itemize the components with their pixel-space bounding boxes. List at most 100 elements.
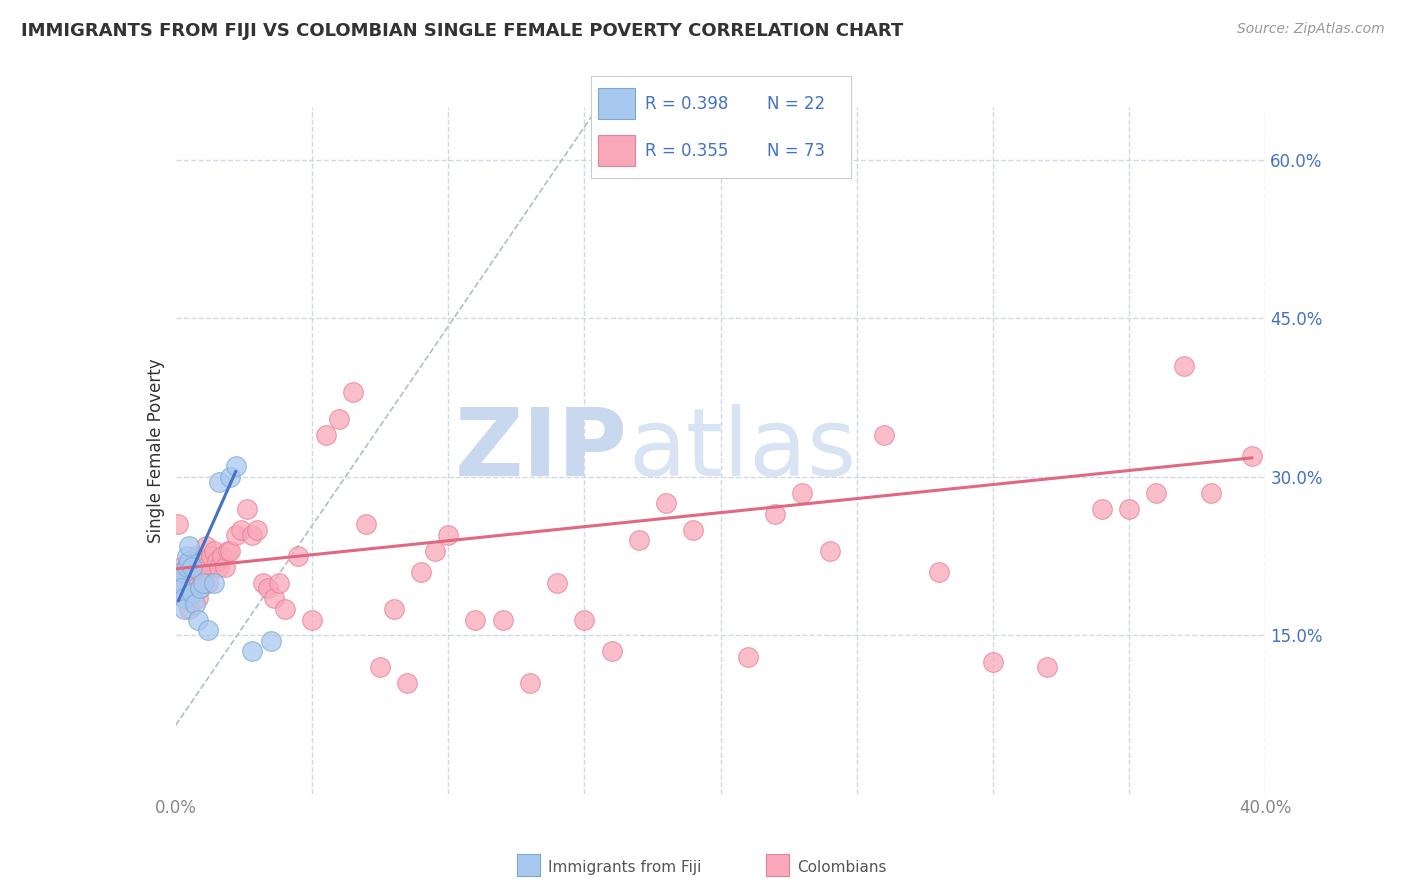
Point — [179, 581, 201, 595]
Point — [240, 644, 263, 658]
Point — [191, 554, 214, 568]
Point — [179, 539, 201, 553]
Point — [492, 613, 515, 627]
Point — [574, 613, 596, 627]
Y-axis label: Single Female Poverty: Single Female Poverty — [146, 359, 165, 542]
Text: Immigrants from Fiji: Immigrants from Fiji — [548, 860, 702, 874]
Text: N = 73: N = 73 — [768, 142, 825, 160]
Point — [167, 575, 190, 590]
Point — [301, 613, 323, 627]
Point — [186, 613, 209, 627]
Point — [181, 575, 204, 590]
Point — [792, 485, 814, 500]
Point — [181, 559, 204, 574]
Point — [423, 544, 446, 558]
Text: Colombians: Colombians — [797, 860, 887, 874]
Point — [1118, 501, 1140, 516]
Point — [191, 575, 214, 590]
Text: atlas: atlas — [628, 404, 856, 497]
Point — [170, 581, 193, 595]
Point — [211, 549, 233, 563]
Point — [184, 597, 207, 611]
Point — [356, 517, 378, 532]
Text: ZIP: ZIP — [456, 404, 628, 497]
Point — [191, 575, 214, 590]
Point — [257, 581, 280, 595]
Point — [173, 602, 195, 616]
Point — [181, 586, 204, 600]
Point — [235, 501, 257, 516]
Point — [1036, 660, 1059, 674]
Point — [173, 591, 195, 606]
Point — [1091, 501, 1114, 516]
Text: N = 22: N = 22 — [768, 95, 825, 112]
Point — [519, 676, 541, 690]
Point — [240, 528, 263, 542]
Point — [763, 507, 786, 521]
Point — [202, 544, 225, 558]
Point — [188, 581, 211, 595]
Point — [1144, 485, 1167, 500]
Point — [217, 544, 239, 558]
Point — [655, 496, 678, 510]
Point — [202, 575, 225, 590]
Point — [184, 549, 207, 563]
Point — [287, 549, 309, 563]
Point — [173, 591, 195, 606]
Point — [225, 459, 247, 474]
Point — [368, 660, 391, 674]
Point — [219, 544, 242, 558]
Point — [179, 602, 201, 616]
Point — [205, 554, 228, 568]
Point — [176, 549, 198, 563]
Point — [269, 575, 291, 590]
Point — [231, 523, 253, 537]
Point — [627, 533, 650, 548]
Text: R = 0.355: R = 0.355 — [645, 142, 728, 160]
FancyBboxPatch shape — [599, 136, 634, 166]
Point — [188, 565, 211, 579]
Point — [328, 411, 350, 425]
Point — [170, 559, 193, 574]
Point — [176, 559, 198, 574]
Point — [1199, 485, 1222, 500]
Point — [546, 575, 568, 590]
Point — [260, 633, 283, 648]
Point — [200, 549, 222, 563]
Point — [208, 475, 231, 490]
Point — [682, 523, 704, 537]
Point — [181, 559, 204, 574]
Point — [208, 559, 231, 574]
Point — [197, 575, 219, 590]
Point — [186, 559, 209, 574]
Point — [981, 655, 1004, 669]
Point — [188, 581, 211, 595]
Point — [167, 517, 190, 532]
Point — [342, 385, 364, 400]
Point — [396, 676, 419, 690]
Text: Source: ZipAtlas.com: Source: ZipAtlas.com — [1237, 22, 1385, 37]
Point — [186, 591, 209, 606]
Point — [225, 528, 247, 542]
Text: IMMIGRANTS FROM FIJI VS COLOMBIAN SINGLE FEMALE POVERTY CORRELATION CHART: IMMIGRANTS FROM FIJI VS COLOMBIAN SINGLE… — [21, 22, 903, 40]
Point — [246, 523, 269, 537]
Point — [409, 565, 432, 579]
Point — [274, 602, 297, 616]
Point — [873, 427, 896, 442]
Point — [194, 539, 217, 553]
Point — [184, 581, 207, 595]
Point — [315, 427, 337, 442]
FancyBboxPatch shape — [599, 88, 634, 119]
Point — [214, 559, 236, 574]
Point — [928, 565, 950, 579]
Point — [173, 575, 195, 590]
Point — [179, 554, 201, 568]
Point — [263, 591, 285, 606]
Point — [170, 565, 193, 579]
Point — [219, 470, 242, 484]
Point — [176, 559, 198, 574]
Point — [600, 644, 623, 658]
Point — [818, 544, 841, 558]
Text: R = 0.398: R = 0.398 — [645, 95, 728, 112]
Point — [194, 559, 217, 574]
